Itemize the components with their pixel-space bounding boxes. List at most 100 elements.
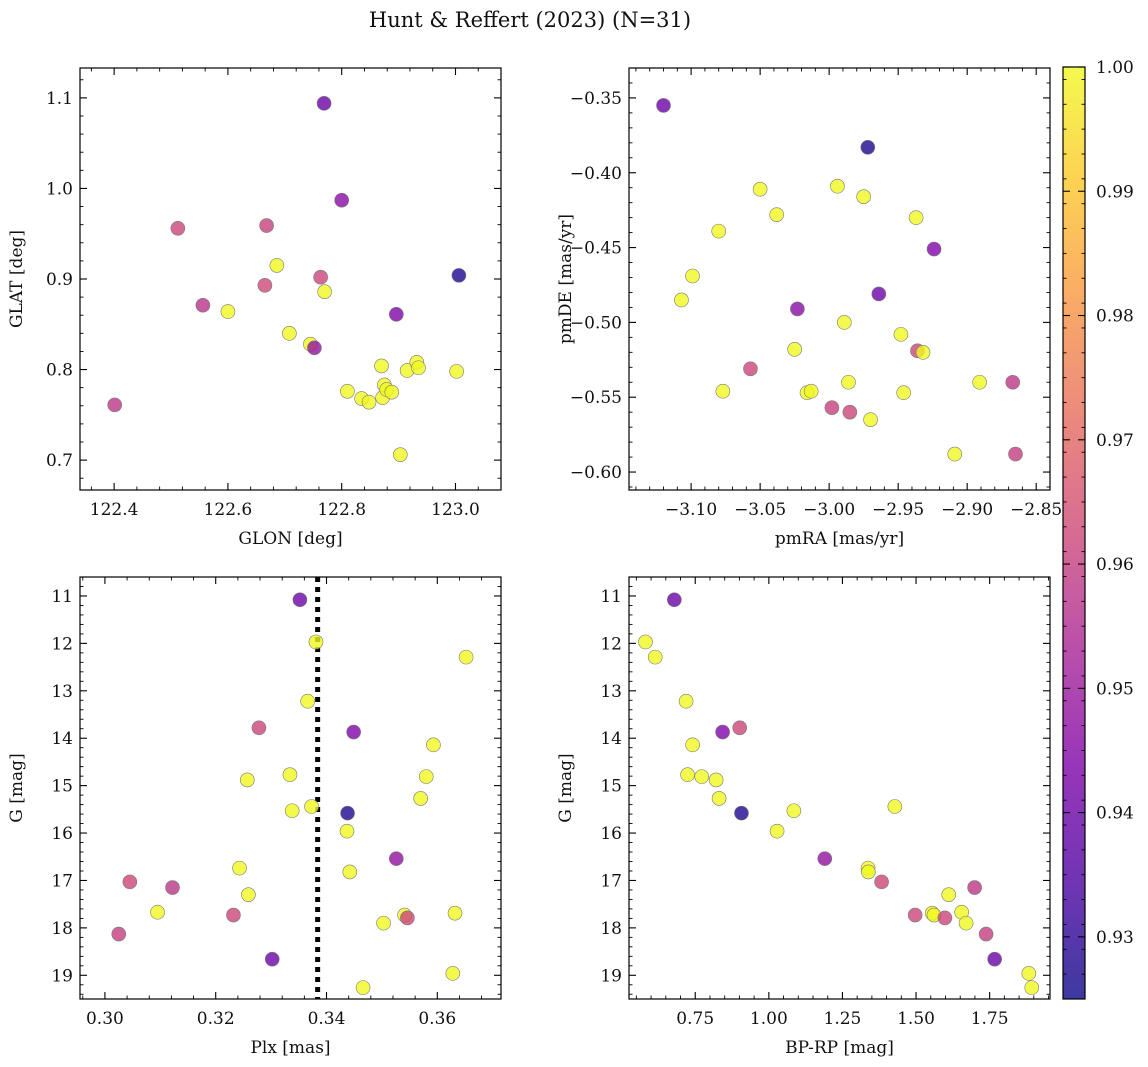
data-point (308, 634, 324, 650)
data-point (830, 178, 845, 194)
data-point (300, 693, 315, 709)
data-point (915, 345, 931, 360)
y-tick-label: −0.50 (570, 313, 622, 333)
data-point (316, 96, 332, 111)
colorbar-tick-label: 0.93 (1096, 928, 1134, 948)
y-tick-label: 0.8 (46, 361, 73, 381)
x-tick-label: −2.90 (941, 500, 993, 520)
data-point (874, 874, 889, 890)
axes-frame (79, 576, 502, 1000)
data-point (647, 649, 663, 665)
data-point (384, 384, 400, 400)
y-tick-label: 14 (600, 729, 622, 749)
points (656, 98, 1023, 462)
y-tick-label: 18 (51, 919, 73, 939)
colorbar-frame (1062, 66, 1086, 1000)
data-point (1024, 980, 1040, 995)
data-point (264, 951, 280, 967)
data-point (908, 210, 924, 225)
ticks: 0.75 1.00 1.25 1.50 1.75 11 12 13 14 15 16 17 18 19 (600, 576, 1050, 1029)
y-tick-label: −0.40 (570, 164, 622, 184)
y-tick-label: −0.55 (570, 388, 622, 408)
data-point (1008, 446, 1023, 462)
colorbar-tick-label: 0.94 (1096, 804, 1134, 824)
data-point (241, 887, 256, 902)
panel-plx-g: 0.30 0.32 0.34 0.36 11 12 13 14 15 16 17 18 19 Plx [m… (7, 576, 502, 1058)
y-tick-label: 19 (600, 966, 622, 986)
data-point (400, 910, 415, 926)
colorbar-tick-label: 0.98 (1096, 307, 1134, 327)
x-tick-label: 122.8 (317, 500, 366, 520)
data-point (150, 904, 165, 920)
x-axis-label: pmRA [mas/yr] (775, 529, 904, 549)
data-point (307, 340, 322, 356)
data-point (107, 397, 123, 413)
data-point (711, 223, 727, 239)
x-tick-label: −3.10 (665, 500, 717, 520)
axes-frame (628, 67, 1051, 491)
data-point (893, 327, 909, 342)
data-point (389, 851, 404, 866)
data-point (926, 241, 942, 257)
data-point (418, 769, 434, 784)
data-point (317, 284, 332, 299)
data-point (803, 383, 819, 399)
data-point (413, 791, 428, 806)
y-tick-label: 15 (600, 777, 622, 797)
data-point (947, 446, 963, 462)
data-point (958, 915, 974, 931)
x-tick-label: −3.05 (734, 500, 786, 520)
y-tick-label: 1.1 (46, 89, 73, 109)
data-point (861, 864, 876, 880)
data-point (165, 880, 180, 895)
colorbar-tick-label: 0.99 (1096, 182, 1134, 202)
data-point (447, 905, 463, 921)
data-point (449, 364, 464, 379)
data-point (426, 737, 441, 753)
plot-area (80, 577, 501, 999)
x-tick-label: 123.0 (431, 500, 480, 520)
y-tick-label: 1.0 (46, 179, 73, 199)
data-point (715, 724, 730, 740)
ticks: 122.4 122.6 122.8 123.0 0.7 0.8 0.9 1.0 1.1 (46, 68, 502, 520)
data-point (896, 385, 911, 401)
data-point (694, 769, 710, 784)
data-point (1005, 374, 1021, 390)
data-point (734, 805, 749, 821)
x-axis-label: Plx [mas] (250, 1038, 330, 1058)
data-point (239, 772, 255, 788)
data-point (841, 374, 856, 390)
data-point (374, 358, 389, 374)
data-point (887, 799, 903, 814)
y-tick-label: −0.45 (570, 239, 622, 259)
data-point (220, 304, 236, 319)
data-point (411, 360, 426, 376)
points (638, 592, 1040, 995)
ticks: 0.30 0.32 0.34 0.36 11 12 13 14 15 16 17 18 19 (51, 576, 501, 1029)
y-axis-label: G [mag] (7, 753, 27, 822)
data-point (680, 767, 695, 783)
panel-cmd: 0.75 1.00 1.25 1.50 1.75 11 12 13 14 15 16 17 18 19 BP… (556, 576, 1051, 1058)
data-point (967, 880, 982, 895)
data-point (282, 326, 297, 341)
points (111, 592, 474, 995)
colorbar-gradient (1063, 67, 1085, 999)
y-tick-label: −0.35 (570, 89, 622, 109)
x-tick-label: 122.6 (204, 500, 253, 520)
x-axis-label: GLON [deg] (238, 529, 342, 549)
y-tick-label: 13 (600, 682, 622, 702)
x-axis-label: BP-RP [mag] (785, 1038, 894, 1058)
data-point (978, 926, 994, 942)
x-tick-label: −2.95 (872, 500, 924, 520)
data-point (284, 803, 300, 819)
y-axis-label: G [mag] (556, 753, 576, 822)
x-tick-label: −2.85 (1010, 500, 1062, 520)
data-point (346, 724, 361, 740)
data-point (685, 737, 700, 753)
data-point (389, 307, 404, 322)
data-point (715, 383, 731, 399)
data-point (195, 297, 211, 313)
x-tick-label: −3.00 (803, 500, 855, 520)
data-point (678, 693, 694, 709)
